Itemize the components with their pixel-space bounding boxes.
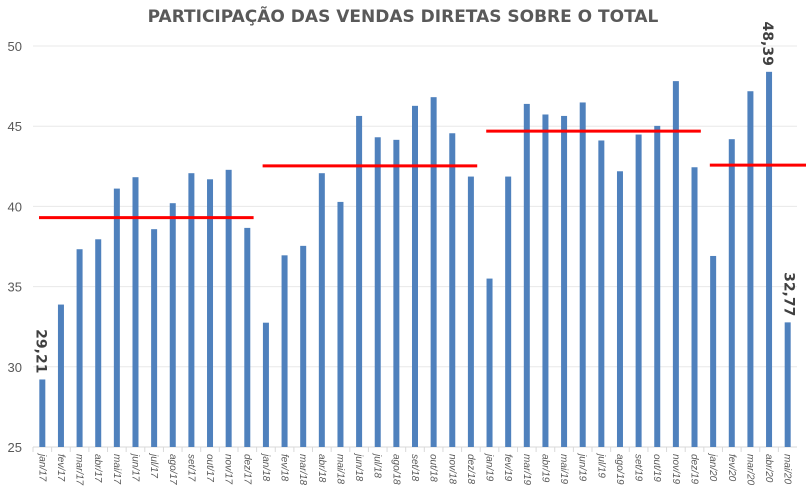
x-tick-label: set/17	[185, 454, 196, 482]
bar-abr-18	[318, 173, 325, 447]
x-tick-label: out/19	[651, 454, 662, 482]
bar-out-18	[430, 97, 437, 447]
bar-jan-20	[710, 255, 717, 447]
bar-fev-19	[505, 176, 512, 447]
bar-out-17	[207, 179, 214, 447]
x-tick-label: abr/17	[92, 454, 103, 483]
x-tick-label: jan/18	[260, 452, 271, 482]
x-tick-label: dez/19	[689, 454, 700, 484]
data-labels: 29,21 48,39 32,77	[32, 22, 796, 374]
bar-ago-19	[616, 171, 623, 447]
x-tick-label: out/17	[204, 454, 215, 482]
bar-set-19	[635, 134, 642, 447]
bars	[39, 71, 791, 448]
chart-title: PARTICIPAÇÃO DAS VENDAS DIRETAS SOBRE O …	[148, 4, 659, 27]
x-tick-label: mar/18	[297, 454, 308, 486]
x-tick-label: set/19	[633, 454, 644, 482]
bar-dez-18	[467, 176, 474, 447]
x-tick-label: mai/18	[334, 454, 345, 484]
bar-jul-19	[598, 140, 605, 448]
x-tick-label: fev/20	[726, 454, 737, 482]
x-tick-label: set/18	[409, 454, 420, 482]
bar-set-18	[412, 105, 418, 448]
x-tick-label: jun/17	[129, 452, 140, 482]
x-tick-label: mar/20	[744, 454, 755, 486]
bar-fev-20	[728, 139, 735, 448]
x-tick-label: mai/20	[782, 454, 793, 484]
x-tick-label: abr/19	[539, 454, 550, 483]
bar-ago-18	[393, 139, 400, 448]
bar-abr-20	[766, 71, 773, 447]
bar-mai-19	[561, 115, 568, 448]
bar-jan-18	[262, 322, 269, 447]
y-tick-label: 50	[8, 39, 22, 54]
bar-jul-17	[151, 229, 158, 447]
x-tick-label: jul/18	[372, 452, 383, 478]
bar-mar-17	[76, 249, 83, 447]
bar-nov-18	[449, 133, 456, 447]
bar-fev-18	[281, 255, 288, 447]
bar-out-19	[654, 125, 661, 447]
data-label: 32,77	[781, 272, 797, 316]
bar-abr-19	[542, 114, 549, 448]
y-tick-label: 45	[8, 119, 22, 134]
bar-jun-18	[356, 115, 363, 448]
y-tick-label: 25	[8, 440, 22, 455]
bar-jan-19	[486, 278, 493, 447]
bar-jun-17	[132, 177, 139, 447]
x-tick-label: abr/18	[316, 454, 327, 483]
bar-mai-17	[113, 188, 120, 448]
x-tick-label: abr/20	[763, 454, 774, 483]
data-label: 29,21	[32, 329, 48, 373]
x-tick-label: mai/19	[558, 454, 569, 484]
x-tick-label: ago/19	[614, 454, 625, 485]
bar-nov-19	[672, 81, 679, 448]
x-tick-label: nov/17	[223, 454, 234, 484]
x-tick-label: nov/18	[446, 454, 457, 484]
y-tick-label: 35	[8, 280, 22, 295]
bar-mar-18	[300, 245, 307, 447]
bar-jul-18	[374, 137, 381, 448]
data-label: 48,39	[759, 22, 775, 66]
x-tick-label: jun/19	[577, 452, 588, 482]
x-tick-label: fev/19	[502, 454, 513, 482]
bar-jun-19	[579, 102, 586, 447]
bar-mai-20	[784, 322, 791, 447]
bar-mai-18	[337, 201, 344, 447]
bar-mar-19	[523, 103, 530, 447]
y-tick-label: 30	[8, 360, 22, 375]
bar-fev-17	[57, 304, 64, 447]
x-tick-label: ago/18	[390, 454, 401, 485]
y-tick-label: 40	[8, 199, 22, 214]
bar-dez-19	[691, 167, 698, 448]
x-tick-label: mar/17	[74, 454, 85, 486]
x-tick-label: mai/17	[111, 454, 122, 484]
bar-nov-17	[225, 169, 232, 447]
x-tick-label: fev/18	[279, 454, 290, 482]
x-tick-label: dez/17	[241, 454, 252, 484]
x-tick-label: nov/19	[670, 454, 681, 484]
average-lines	[39, 129, 806, 220]
bar-abr-17	[95, 239, 102, 447]
x-tick-label: dez/18	[465, 454, 476, 484]
x-tick-label: fev/17	[55, 454, 66, 482]
x-tick-label: jan/19	[484, 452, 495, 482]
x-tick-label: jul/19	[595, 452, 606, 478]
bar-mar-20	[747, 91, 754, 448]
x-tick-label: jan/17	[36, 452, 47, 482]
x-tick-label: jan/20	[707, 452, 718, 482]
bar-jan-17	[39, 379, 46, 447]
x-axis: jan/17 fev/17 mar/17 abr/17 mai/17 jun/17 jul/…	[32, 447, 793, 486]
bar-set-17	[188, 173, 195, 447]
x-tick-label: out/18	[428, 454, 439, 482]
y-axis: 25 30 35 40 45 50	[8, 39, 22, 455]
x-tick-label: jul/17	[148, 452, 159, 478]
bar-ago-17	[169, 203, 176, 447]
x-tick-label: mar/19	[521, 454, 532, 486]
x-tick-label: ago/17	[167, 454, 178, 485]
bar-dez-17	[244, 227, 251, 447]
x-tick-label: jun/18	[353, 452, 364, 482]
